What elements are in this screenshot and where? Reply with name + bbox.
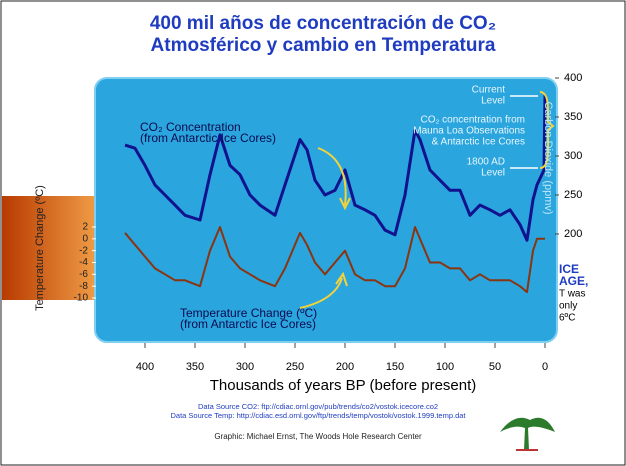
y-tick-label: -2 (79, 245, 88, 256)
annotation: (from Antarctic Ice Cores) (140, 131, 276, 145)
side-note: ICE (559, 262, 579, 276)
source: Data Source CO2: ftp://cdiac.ornl.gov/pu… (198, 402, 438, 411)
x-tick-label: 350 (186, 361, 204, 373)
side-note: AGE, (559, 274, 588, 288)
x-tick-label: 50 (489, 361, 501, 373)
source: Data Source Temp: http://cdiac.esd.ornl.… (170, 411, 466, 420)
x-tick-label: 250 (286, 361, 304, 373)
y2-tick-label: 400 (564, 72, 582, 84)
x-axis-label: Thousands of years BP (before present) (210, 377, 477, 394)
y-tick-label: 0 (82, 233, 88, 244)
plot (124, 95, 547, 294)
co2-line (124, 95, 547, 242)
arrow (299, 277, 343, 309)
annotation: CO₂ Concentration (140, 120, 241, 134)
temperature-band (2, 196, 102, 300)
annotation: 1800 AD (467, 157, 505, 168)
x-tick-label: 100 (436, 361, 454, 373)
arrow (510, 95, 538, 169)
bracket (539, 91, 555, 169)
x-tick-label: 150 (386, 361, 404, 373)
annotation: Current (472, 85, 506, 96)
y-tick-label: -8 (79, 281, 88, 292)
arrow-head (335, 271, 348, 287)
side-note: only (559, 301, 577, 312)
y-tick-label: -6 (79, 269, 88, 280)
annotation: Level (481, 168, 505, 179)
plot-panel (94, 77, 558, 343)
x-tick-label: 300 (236, 361, 254, 373)
temperature-line (124, 226, 545, 294)
annotation: CO₂ concentration from (421, 115, 525, 126)
title-line: Atmosférico y cambio en Temperatura (151, 35, 496, 56)
y-tick-label: 2 (82, 222, 88, 233)
y-tick-label: -4 (79, 257, 88, 268)
y2-tick-label: 350 (564, 111, 582, 123)
y2-tick-label: 250 (564, 189, 582, 201)
y-tick-label: -10 (74, 293, 89, 304)
side-note: 6ºC (559, 313, 575, 324)
x-tick-label: 0 (542, 361, 548, 373)
y-axis-label: Temperature Change (ºC) (34, 185, 46, 311)
credit: Graphic: Michael Ernst, The Woods Hole R… (214, 432, 422, 441)
annotation: (from Antarctic Ice Cores) (180, 317, 316, 331)
side-note: T was (559, 289, 586, 300)
title-line: 400 mil años de concentración de CO₂ (150, 13, 496, 34)
arrow-head (339, 197, 351, 211)
arrow (317, 147, 347, 206)
y2-axis-label: Carbon Dioxide (ppmv) (542, 101, 554, 214)
annotation: Mauna Loa Observations (413, 126, 525, 137)
y2-tick-label: 300 (564, 150, 582, 162)
annotation: Level (481, 96, 505, 107)
logo (500, 417, 555, 450)
y2-tick-label: 200 (564, 228, 582, 240)
annotation: Temperature Change (ºC) (180, 306, 317, 320)
annotation: & Antarctic Ice Cores (432, 137, 525, 148)
x-tick-label: 200 (336, 361, 354, 373)
x-tick-label: 400 (136, 361, 154, 373)
